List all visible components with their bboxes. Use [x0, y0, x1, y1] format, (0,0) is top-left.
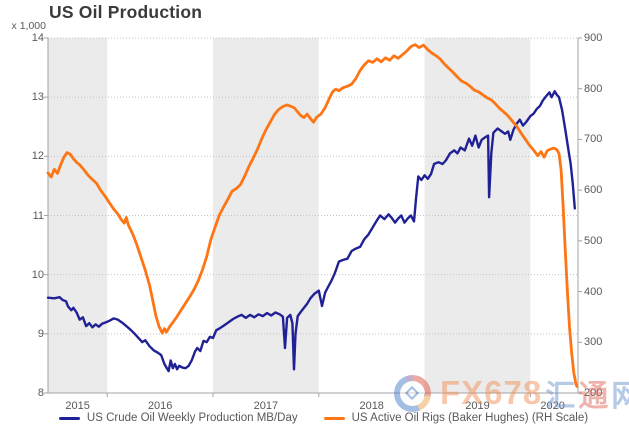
y-left-tick-label: 10	[31, 268, 44, 281]
x-tick-label: 2016	[147, 400, 173, 412]
y-right-tick-label: 500	[584, 234, 603, 247]
x-tick-label: 2017	[253, 400, 279, 412]
y-axis-unit-label: x 1,000	[11, 20, 46, 32]
y-left-tick-label: 11	[32, 209, 44, 222]
y-left-tick-label: 13	[31, 91, 44, 104]
production-line	[46, 90, 576, 373]
chart-title: US Oil Production	[49, 2, 203, 22]
y-right-tick-label: 400	[584, 285, 603, 298]
x-tick-label: 2018	[359, 400, 384, 412]
rigs-line-marker-icon	[323, 416, 345, 420]
legend-label-rigs: US Active Oil Rigs (Baker Hughes) (RH Sc…	[351, 412, 589, 424]
year-band	[213, 38, 319, 393]
legend-item-rigs: US Active Oil Rigs (Baker Hughes) (RH Sc…	[323, 412, 589, 424]
rigs-line	[46, 43, 579, 388]
x-tick-label: 2020	[540, 400, 565, 412]
y-right-tick-label: 700	[584, 133, 603, 146]
y-right-tick-label: 900	[584, 32, 603, 44]
y-left-tick-label: 9	[37, 327, 44, 340]
y-right-tick-label: 600	[584, 184, 603, 197]
legend-label-production: US Crude Oil Weekly Production MB/Day	[86, 412, 298, 424]
legend: US Crude Oil Weekly Production MB/Day US…	[0, 412, 629, 424]
production-line-marker-icon	[58, 416, 80, 420]
y-right-tick-label: 200	[584, 387, 603, 399]
legend-item-production: US Crude Oil Weekly Production MB/Day	[58, 412, 298, 424]
x-tick-label: 2015	[65, 400, 90, 412]
x-tick-label: 2019	[465, 400, 490, 412]
y-left-tick-label: 12	[31, 150, 44, 163]
y-right-tick-label: 300	[584, 336, 603, 349]
year-band	[48, 38, 108, 393]
y-left-tick-label: 8	[37, 387, 44, 399]
y-right-tick-label: 800	[584, 82, 603, 95]
y-left-tick-label: 14	[31, 32, 44, 44]
